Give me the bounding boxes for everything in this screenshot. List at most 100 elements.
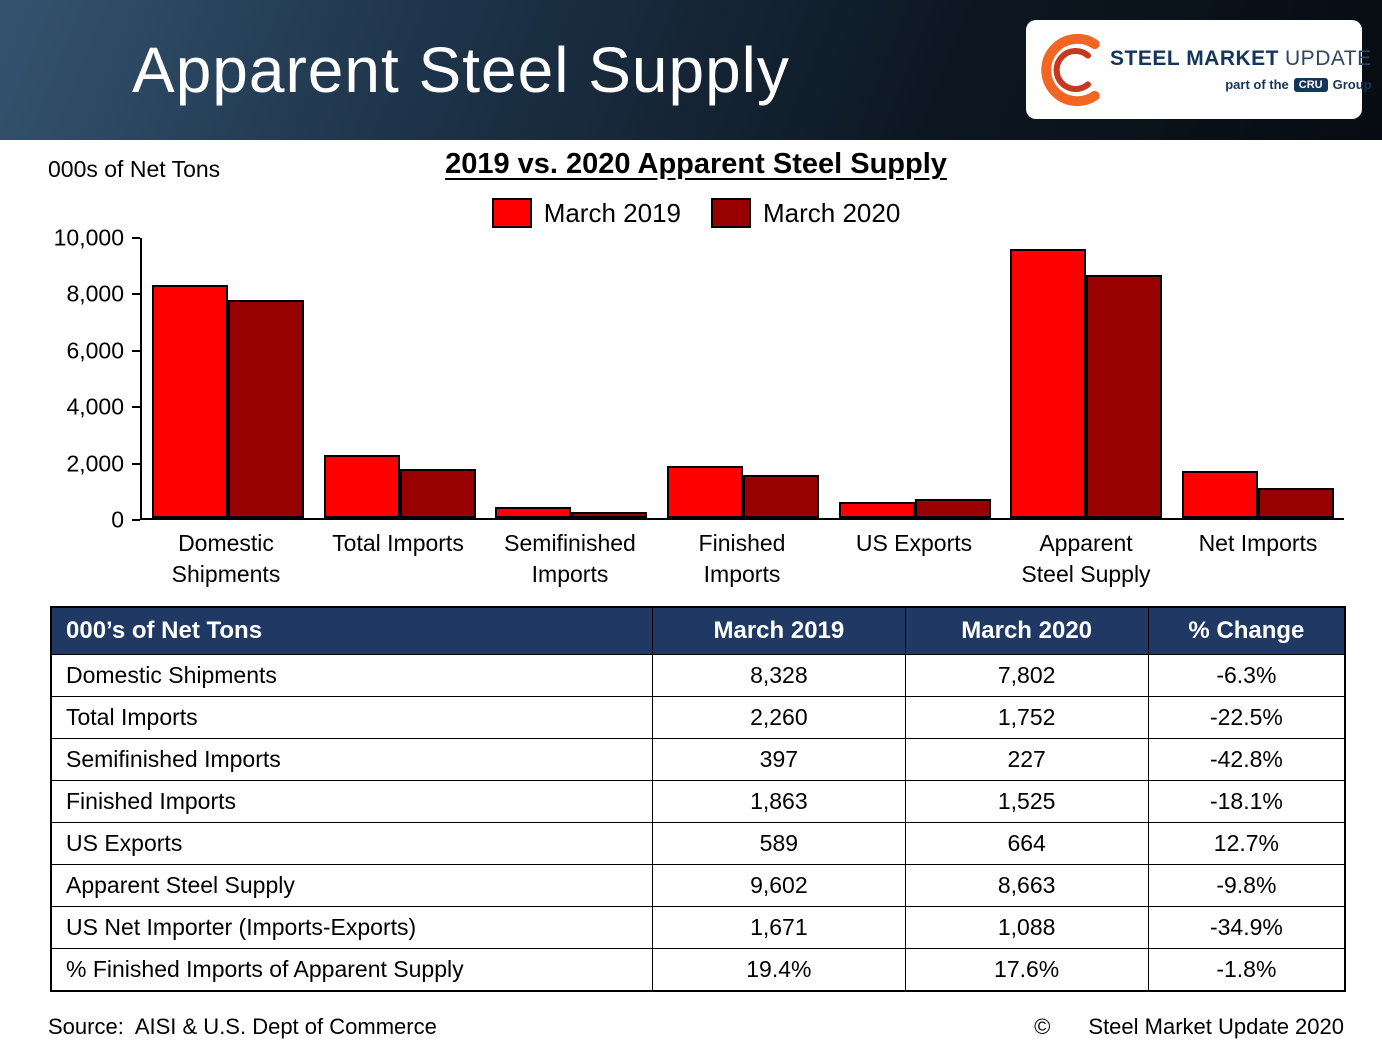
cell-march-2019: 1,671 — [652, 906, 906, 950]
category-label: Total Imports — [332, 530, 464, 556]
category-labels: Domestic Shipments Total Imports Semifinis… — [140, 520, 1344, 590]
bar-march-2019 — [495, 506, 572, 518]
table-row: Total Imports 2,260 1,752 -22.5% — [50, 696, 1346, 740]
bar-march-2020 — [743, 475, 820, 518]
logo-word-update: UPDATE — [1285, 47, 1372, 70]
y-tick-label: 2,000 — [66, 450, 124, 477]
y-tick-mark — [132, 519, 140, 521]
category-label: Apparent Steel Supply — [1021, 530, 1151, 588]
bar-march-2020 — [1258, 487, 1335, 518]
cell-label: US Net Importer (Imports-Exports) — [50, 906, 654, 950]
legend-swatch — [491, 198, 532, 228]
bar-march-2019 — [323, 454, 400, 518]
cell-march-2020: 8,663 — [904, 864, 1149, 908]
bar-march-2020 — [914, 499, 991, 518]
y-tick-mark — [132, 349, 140, 352]
y-tick-label: 10,000 — [53, 224, 124, 251]
cell-march-2019: 9,602 — [652, 864, 906, 908]
cell-label: Apparent Steel Supply — [50, 864, 654, 908]
cell-label: Total Imports — [50, 696, 654, 740]
bar-group — [829, 238, 1001, 518]
table-row: Apparent Steel Supply 9,602 8,663 -9.8% — [50, 864, 1346, 908]
header-units: 000’s of Net Tons — [50, 606, 654, 656]
y-tick-label: 0 — [111, 506, 124, 533]
source-note: Source: AISI & U.S. Dept of Commerce — [48, 1014, 437, 1039]
logo-word-steel: STEEL — [1110, 47, 1181, 70]
page-title: Apparent Steel Supply — [132, 34, 790, 106]
table-row: Domestic Shipments 8,328 7,802 -6.3% — [50, 654, 1346, 698]
category-label: Domestic Shipments — [171, 530, 281, 588]
cell-march-2020: 1,088 — [904, 906, 1149, 950]
bar-march-2019 — [838, 501, 915, 518]
cell-march-2020: 1,752 — [904, 696, 1149, 740]
smu-logo-text: STEEL MARKET UPDATE part of the CRU Group — [1110, 47, 1372, 92]
cell-march-2020: 227 — [904, 738, 1149, 782]
copyright-text: Steel Market Update 2020 — [1088, 1014, 1344, 1039]
cell-label: Semifinished Imports — [50, 738, 654, 782]
cell-percent-change: -42.8% — [1147, 738, 1346, 782]
table-row: US Net Importer (Imports-Exports) 1,671 1,… — [50, 906, 1346, 950]
bar-march-2019 — [1010, 249, 1087, 518]
cell-percent-change: 12.7% — [1147, 822, 1346, 866]
bar-march-2019 — [667, 465, 744, 518]
table-row: Semifinished Imports 397 227 -42.8% — [50, 738, 1346, 782]
cell-march-2020: 664 — [904, 822, 1149, 866]
cell-percent-change: -18.1% — [1147, 780, 1346, 824]
bar-march-2020 — [399, 468, 476, 518]
header-banner: Apparent Steel Supply STEEL MARKET UPDATE … — [0, 0, 1382, 140]
legend-item: March 2019 — [491, 197, 681, 229]
y-axis: 0 2,000 4,000 6,000 8,000 10,000 — [48, 225, 140, 533]
bar-march-2020 — [1086, 275, 1163, 518]
cell-march-2020: 7,802 — [904, 654, 1149, 698]
cell-march-2019: 19.4% — [652, 948, 906, 992]
plot-area — [140, 238, 1344, 520]
category-label: Net Imports — [1198, 530, 1318, 556]
chart-section: 000s of Net Tons 2019 vs. 2020 Apparent … — [0, 140, 1382, 590]
smu-logo-tagline: part of the CRU Group — [1225, 77, 1371, 92]
chart-legend: March 2019 March 2020 — [48, 190, 1344, 236]
smu-logo-name: STEEL MARKET UPDATE — [1110, 47, 1372, 71]
bar-group — [1001, 238, 1173, 518]
smu-swoosh-icon — [1041, 33, 1100, 106]
cell-percent-change: -6.3% — [1147, 654, 1346, 698]
cell-label: % Finished Imports of Apparent Supply — [50, 948, 654, 992]
cell-percent-change: -1.8% — [1147, 948, 1346, 992]
bar-march-2020 — [571, 511, 648, 518]
footer: Source: AISI & U.S. Dept of Commerce © S… — [48, 1014, 1344, 1040]
category-label: US Exports — [855, 530, 973, 556]
table-body: Domestic Shipments 8,328 7,802 -6.3% Total I… — [50, 654, 1346, 992]
logo-word-market: MARKET — [1186, 47, 1280, 70]
table-header-row: 000’s of Net Tons March 2019 March 2020 … — [50, 606, 1346, 656]
smu-logo: STEEL MARKET UPDATE part of the CRU Group — [1026, 20, 1372, 119]
cell-percent-change: -34.9% — [1147, 906, 1346, 950]
bar-march-2019 — [151, 284, 228, 518]
bar-groups — [142, 238, 1344, 518]
cell-percent-change: -9.8% — [1147, 864, 1346, 908]
chart-body: 0 2,000 4,000 6,000 8,000 10,000 — [48, 225, 1344, 533]
category-label: Semifinished Imports — [504, 530, 636, 588]
y-tick-mark — [132, 237, 140, 239]
cell-percent-change: -22.5% — [1147, 696, 1346, 740]
table-row: Finished Imports 1,863 1,525 -18.1% — [50, 780, 1346, 824]
header-march-2020: March 2020 — [904, 606, 1149, 656]
legend-item: March 2020 — [711, 198, 900, 229]
y-tick-mark — [132, 406, 140, 409]
data-table: 000’s of Net Tons March 2019 March 2020 … — [50, 606, 1346, 993]
table-row: US Exports 589 664 12.7% — [50, 822, 1346, 866]
table-row: % Finished Imports of Apparent Supply 19.… — [50, 948, 1346, 992]
header-percent-change: % Change — [1147, 606, 1346, 656]
y-tick-label: 8,000 — [66, 280, 124, 307]
cell-march-2020: 17.6% — [904, 948, 1149, 992]
chart-title: 2019 vs. 2020 Apparent Steel Supply — [445, 148, 947, 180]
cell-label: Domestic Shipments — [50, 654, 654, 698]
copyright-symbol: © — [1034, 1014, 1051, 1039]
cru-badge: CRU — [1293, 77, 1328, 92]
cell-label: US Exports — [50, 822, 654, 866]
bar-march-2020 — [227, 299, 304, 518]
bar-group — [314, 238, 486, 518]
bar-march-2019 — [1182, 471, 1259, 518]
chart-header-row: 000s of Net Tons 2019 vs. 2020 Apparent … — [48, 148, 1344, 190]
bar-group — [1172, 238, 1344, 518]
bar-group — [142, 238, 314, 518]
legend-label: March 2019 — [543, 197, 681, 228]
